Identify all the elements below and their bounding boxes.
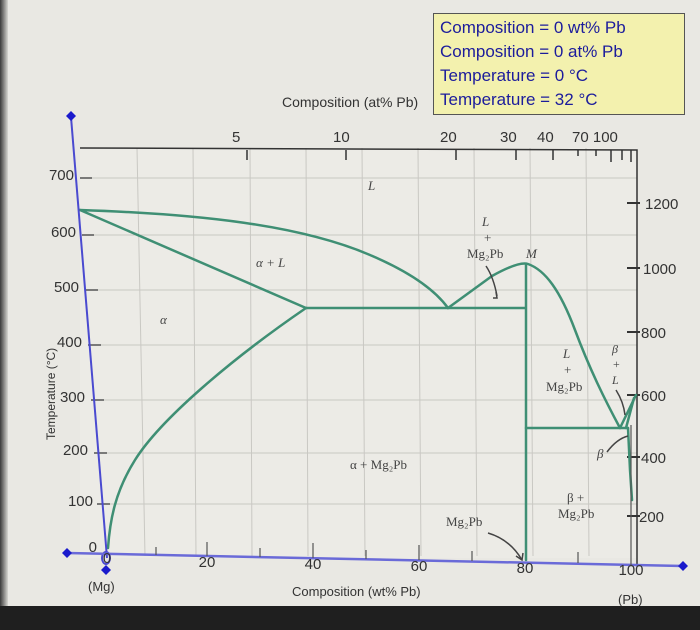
svg-text:α: α — [160, 312, 168, 327]
top-axis-ticks — [246, 150, 632, 162]
cursor-right-handle[interactable] — [678, 561, 688, 571]
annotation-arrows — [485, 265, 629, 562]
svg-text:+: + — [613, 357, 620, 371]
bottom-axis-ticks — [155, 425, 632, 565]
cursor-left-handle[interactable] — [62, 548, 72, 558]
svg-text:α + Mg₂Pb: α + Mg₂Pb — [350, 457, 407, 472]
alpha-solvus — [106, 306, 308, 550]
plot-area — [80, 148, 637, 558]
svg-text:0: 0 — [89, 539, 97, 556]
svg-text:20: 20 — [440, 129, 457, 146]
svg-text:40: 40 — [305, 556, 322, 573]
pb-end-label: (Pb) — [618, 592, 643, 607]
readout-at-composition: Composition = 0 at% Pb — [440, 42, 623, 61]
svg-text:+: + — [564, 362, 571, 377]
monitor-bezel-bottom — [0, 606, 700, 630]
svg-text:400: 400 — [57, 334, 82, 351]
bottom-axis-labels: 0 20 40 60 80 100 — [103, 550, 644, 579]
svg-text:5: 5 — [232, 129, 240, 146]
svg-text:0: 0 — [103, 550, 111, 567]
svg-text:600: 600 — [641, 388, 666, 405]
svg-text:200: 200 — [639, 509, 664, 526]
svg-text:Mg₂Pb: Mg₂Pb — [446, 514, 482, 529]
svg-text:20: 20 — [199, 554, 216, 571]
svg-text:80: 80 — [517, 560, 534, 577]
svg-text:Mg₂Pb: Mg₂Pb — [467, 246, 503, 261]
top-axis-labels: 5 10 20 30 40 70 100 — [232, 129, 618, 146]
right-axis-ticks — [627, 202, 640, 517]
grid — [90, 147, 637, 557]
readout-wt-composition: Composition = 0 wt% Pb — [440, 18, 626, 37]
svg-text:200: 200 — [63, 442, 88, 459]
svg-text:30: 30 — [500, 129, 517, 146]
svg-text:L: L — [611, 373, 619, 387]
svg-text:β: β — [611, 342, 618, 356]
temperature-cursor[interactable] — [62, 548, 688, 571]
svg-text:700: 700 — [49, 167, 74, 184]
cursor-vertical-line[interactable] — [70, 116, 108, 559]
svg-text:M: M — [525, 246, 538, 261]
beta-solidus — [624, 396, 636, 430]
phase-labels: L α + L α L + Mg₂Pb M L + Mg₂Pb β + L β … — [160, 178, 620, 529]
monitor-bezel-left — [0, 0, 8, 630]
svg-text:α + L: α + L — [256, 255, 285, 270]
liquidus-mg — [78, 208, 450, 310]
svg-text:L: L — [562, 346, 570, 361]
svg-text:100: 100 — [68, 493, 93, 510]
readout-temperature-f: Temperature = 32 °C — [440, 90, 598, 109]
bottom-axis-title: Composition (wt% Pb) — [292, 584, 421, 599]
readout-temperature-c: Temperature = 0 °C — [440, 66, 589, 85]
phase-boundaries — [78, 208, 638, 562]
left-axis-title: Temperature (°C) — [44, 348, 58, 440]
cursor-top-handle[interactable] — [66, 111, 76, 121]
svg-text:L: L — [367, 178, 375, 193]
solidus-alpha — [78, 208, 308, 310]
svg-text:60: 60 — [411, 558, 428, 575]
svg-text:+: + — [484, 230, 491, 245]
plot-frame — [79, 147, 638, 565]
left-axis-labels: 700 600 500 400 300 200 100 0 — [49, 167, 97, 556]
svg-text:β +: β + — [567, 490, 584, 505]
svg-text:10: 10 — [333, 129, 350, 146]
composition-cursor[interactable] — [66, 111, 111, 575]
readout-panel: Composition = 0 wt% Pb Composition = 0 a… — [433, 13, 685, 115]
svg-text:600: 600 — [51, 224, 76, 241]
svg-text:70 100: 70 100 — [572, 129, 618, 146]
mg-end-label: (Mg) — [88, 579, 115, 594]
svg-text:β: β — [596, 446, 604, 461]
liquidus-mg2pb — [446, 262, 622, 430]
svg-text:500: 500 — [54, 279, 79, 296]
svg-text:Mg₂Pb: Mg₂Pb — [546, 379, 582, 394]
svg-text:1000: 1000 — [643, 261, 676, 278]
top-axis-title: Composition (at% Pb) — [282, 94, 418, 110]
svg-text:100: 100 — [618, 562, 643, 579]
svg-text:Mg₂Pb: Mg₂Pb — [558, 506, 594, 521]
svg-text:400: 400 — [641, 450, 666, 467]
cursor-bottom-handle[interactable] — [101, 565, 111, 575]
right-axis-labels: 1200 1000 800 600 400 200 — [639, 196, 678, 526]
cursor-position-marker[interactable] — [101, 551, 111, 565]
svg-text:300: 300 — [60, 389, 85, 406]
svg-text:40: 40 — [537, 129, 554, 146]
cursor-horizontal-line[interactable] — [66, 551, 684, 568]
svg-text:1200: 1200 — [645, 196, 678, 213]
svg-text:L: L — [481, 214, 489, 229]
svg-text:800: 800 — [641, 325, 666, 342]
